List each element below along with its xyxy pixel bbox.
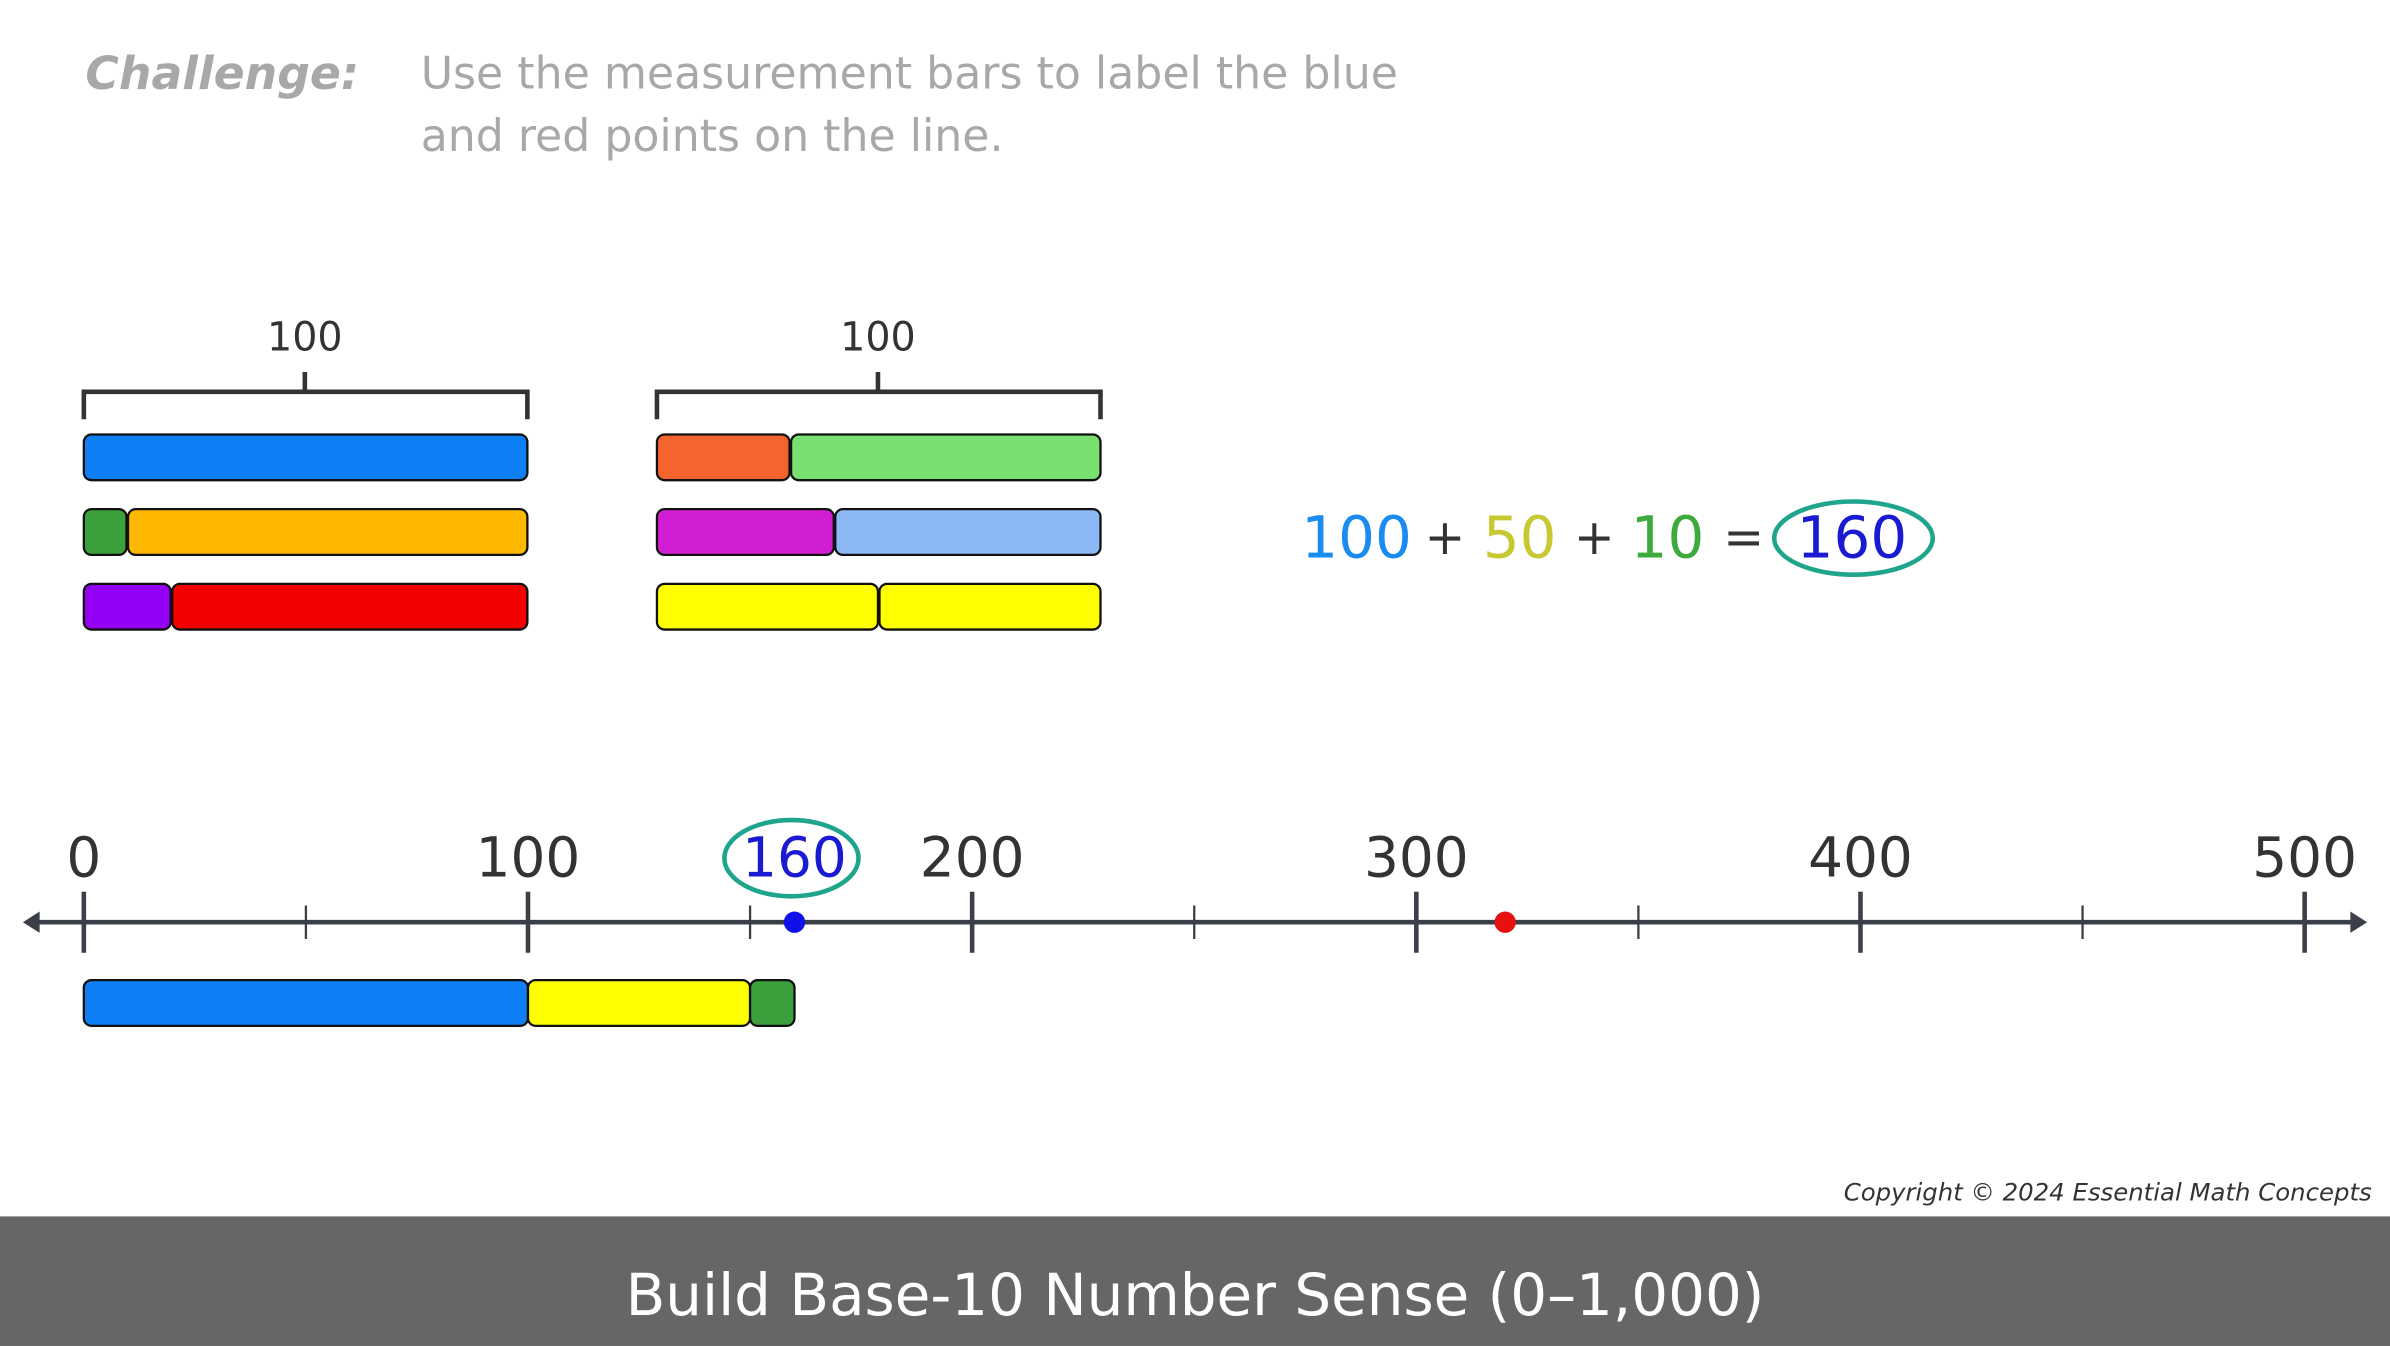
measure-bar [655, 508, 835, 557]
equation-term: 100 [1301, 503, 1412, 571]
measure-bar [82, 508, 128, 557]
instruction-line: Use the measurement bars to label the bl… [421, 48, 1398, 99]
equation-term: = [1723, 509, 1764, 566]
bar-segment [82, 978, 530, 1028]
equation-term: 10 [1631, 503, 1705, 571]
bracket-label: 100 [267, 314, 343, 360]
bracket [654, 371, 1103, 420]
answer-circle [1771, 499, 1936, 577]
copyright: Copyright © 2024 Essential Math Concepts [1844, 1178, 2372, 1207]
measure-bar [878, 582, 1102, 631]
measure-bar [171, 582, 529, 631]
point [783, 911, 806, 933]
measurement-group: 100 [81, 314, 530, 631]
equation: 100 +50 +10 = 160 [1301, 503, 1907, 571]
answer-label: 160 [742, 825, 847, 889]
measure-bar [126, 508, 529, 557]
measure-bar [655, 433, 791, 482]
footer-bar [0, 1216, 2390, 1346]
point [1494, 911, 1516, 933]
bar-segment [748, 978, 796, 1028]
tick-label: 0 [66, 825, 101, 889]
tick-label: 300 [1364, 825, 1469, 889]
measure-bar [789, 433, 1102, 482]
equation-term: + [1574, 509, 1615, 566]
equation-term: 160 [1797, 503, 1908, 571]
measure-bar [834, 508, 1102, 557]
footer-title: Build Base-10 Number Sense (0–1,000) [626, 1261, 1765, 1329]
bracket [81, 371, 530, 420]
number-line: 0 100 200 300 400 500 160 [22, 817, 2368, 1028]
tick-label: 500 [2252, 825, 2357, 889]
measurement-group: 100 [654, 314, 1103, 631]
tick-label: 100 [476, 825, 581, 889]
challenge-label: Challenge: [85, 47, 359, 100]
measure-bar [655, 582, 880, 631]
tick-label: 200 [920, 825, 1025, 889]
bracket-label: 100 [840, 314, 916, 360]
answer-circle [722, 817, 861, 899]
tick-label: 400 [1808, 825, 1913, 889]
equation-term: + [1425, 509, 1466, 566]
measure-bar [82, 582, 172, 631]
measure-bar [82, 433, 529, 482]
equation-term: 50 [1483, 503, 1557, 571]
instruction-line: and red points on the line. [421, 111, 1004, 162]
bar-segment [526, 978, 752, 1028]
